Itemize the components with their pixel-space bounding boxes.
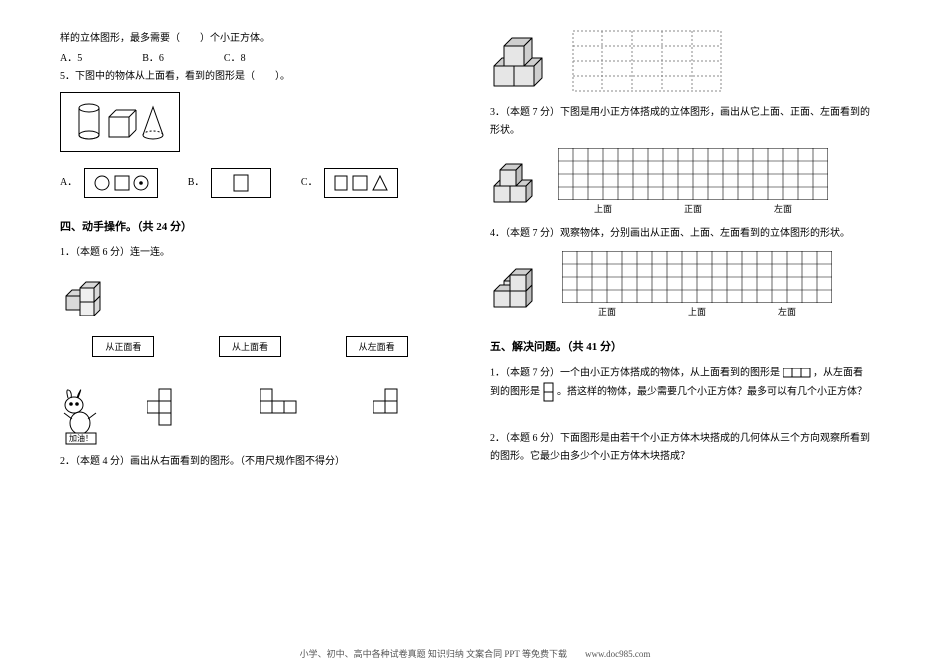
- q4-text: 4．（本题 7 分）观察物体，分别画出从正面、上面、左面看到的立体图形的形状。: [490, 225, 870, 243]
- q4-answer-grid: [562, 251, 832, 303]
- q5-opt-a-figure: [84, 168, 158, 198]
- right-column: 3．（本题 7 分）下图是用小正方体搭成的立体图形，画出从它上面、正面、左面看到…: [490, 30, 870, 471]
- q5-opt-b-wrap: B．: [188, 168, 271, 198]
- sec4-q1-view-labels: 从正面看 从上面看 从左面看: [60, 336, 440, 357]
- rect-square-triangle-icon: [333, 174, 389, 192]
- sec5-q1-topview-icon: [783, 364, 811, 382]
- bunny-icon: 加油！: [60, 389, 104, 445]
- q3-grid-labels: 上面 正面 左面: [558, 202, 828, 215]
- left-column: 样的立体图形，最多需要（ ）个小正方体。 A．5 B．6 C．8 5．下图中的物…: [60, 30, 440, 471]
- net-2-icon: [260, 387, 300, 417]
- q4-label-left: 左面: [778, 305, 796, 318]
- page-footer: 小学、初中、高中各种试卷真题 知识归纳 文案合同 PPT 等免费下载 www.d…: [0, 647, 950, 660]
- sec5-q1-text: 1．（本题 7 分）一个由小正方体搭成的物体，从上面看到的图形是 ，从左面看到的…: [490, 364, 870, 402]
- q3-label-left: 左面: [774, 202, 792, 215]
- q5-opt-a-wrap: A．: [60, 168, 158, 198]
- cube-cluster-icon: [60, 272, 110, 316]
- cube-cluster-2-icon: [490, 30, 560, 92]
- sec5-q1-leftview-icon: [543, 382, 555, 402]
- cylinder-cube-cone-icon: [75, 101, 165, 143]
- q5-opt-b-label: B．: [188, 177, 205, 188]
- section-5-title: 五、解决问题。（共 41 分）: [490, 338, 870, 354]
- q2-figure-row: [490, 30, 870, 92]
- view-top-box: 从上面看: [219, 336, 281, 357]
- q3-answer-grid: [558, 148, 828, 200]
- view-front-box: 从正面看: [92, 336, 154, 357]
- square-icon: [232, 174, 250, 192]
- q5-opt-c-wrap: C．: [301, 168, 398, 198]
- q5-text: 5．下图中的物体从上面看，看到的图形是（ ）。: [60, 68, 440, 86]
- q4-opt-c: C．8: [224, 50, 246, 68]
- q3-label-top: 上面: [594, 202, 612, 215]
- q3-cube-cluster-icon: [490, 158, 546, 206]
- q4-continuation-text: 样的立体图形，最多需要（ ）个小正方体。: [60, 30, 440, 48]
- net-1-icon: [147, 387, 187, 427]
- dotted-grid-icon: [572, 30, 722, 92]
- q4-label-top: 上面: [688, 305, 706, 318]
- sec4-q2-text: 2．（本题 4 分）画出从右面看到的图形。（不用尺规作图不得分）: [60, 453, 440, 471]
- page: 样的立体图形，最多需要（ ）个小正方体。 A．5 B．6 C．8 5．下图中的物…: [0, 0, 950, 481]
- view-left-box: 从左面看: [346, 336, 408, 357]
- q5-options-row: A． B． C．: [60, 168, 440, 198]
- q5-opt-c-label: C．: [301, 177, 318, 188]
- q5-solid-figure: [60, 92, 180, 152]
- q4-grid-labels: 正面 上面 左面: [562, 305, 832, 318]
- q4-opt-a: A．5: [60, 50, 82, 68]
- circle-square-dotcircle-icon: [93, 174, 149, 192]
- q5-opt-b-figure: [211, 168, 271, 198]
- bunny-figure: 加油！: [60, 389, 104, 445]
- q4-answer-grid-wrap: 正面 上面 左面: [562, 251, 870, 318]
- sec5-q1-part-a: 1．（本题 7 分）一个由小正方体搭成的物体，从上面看到的图形是: [490, 367, 780, 378]
- net-3-icon: [373, 387, 403, 417]
- q3-figure-row: 上面 正面 左面: [490, 148, 870, 215]
- section-4-title: 四、动手操作。（共 24 分）: [60, 218, 440, 234]
- bunny-text: 加油！: [69, 433, 93, 443]
- sec4-q1-text: 1．（本题 6 分）连一连。: [60, 244, 440, 262]
- q4-figure-row: 正面 上面 左面: [490, 251, 870, 318]
- sec5-q1-part-c: 。搭这样的物体，最少需要几个小正方体？最多可以有几个小正方体？: [557, 387, 867, 398]
- q3-text: 3．（本题 7 分）下图是用小正方体搭成的立体图形，画出从它上面、正面、左面看到…: [490, 104, 870, 140]
- sec4-q1-cube-figure: [60, 272, 440, 316]
- q3-label-front: 正面: [684, 202, 702, 215]
- q4-cube-cluster-icon: [490, 259, 550, 311]
- q4-label-front: 正面: [598, 305, 616, 318]
- sec4-bunny-nets-row: 加油！: [60, 377, 440, 445]
- q3-answer-grid-wrap: 上面 正面 左面: [558, 148, 870, 215]
- q4-options: A．5 B．6 C．8: [60, 50, 440, 68]
- sec4-nets-row: [110, 387, 440, 427]
- q4-opt-b: B．6: [142, 50, 164, 68]
- q5-opt-a-label: A．: [60, 177, 77, 188]
- q5-opt-c-figure: [324, 168, 398, 198]
- sec5-q2-text: 2．（本题 6 分）下面图形是由若干个小正方体木块搭成的几何体从三个方向观察所看…: [490, 430, 870, 466]
